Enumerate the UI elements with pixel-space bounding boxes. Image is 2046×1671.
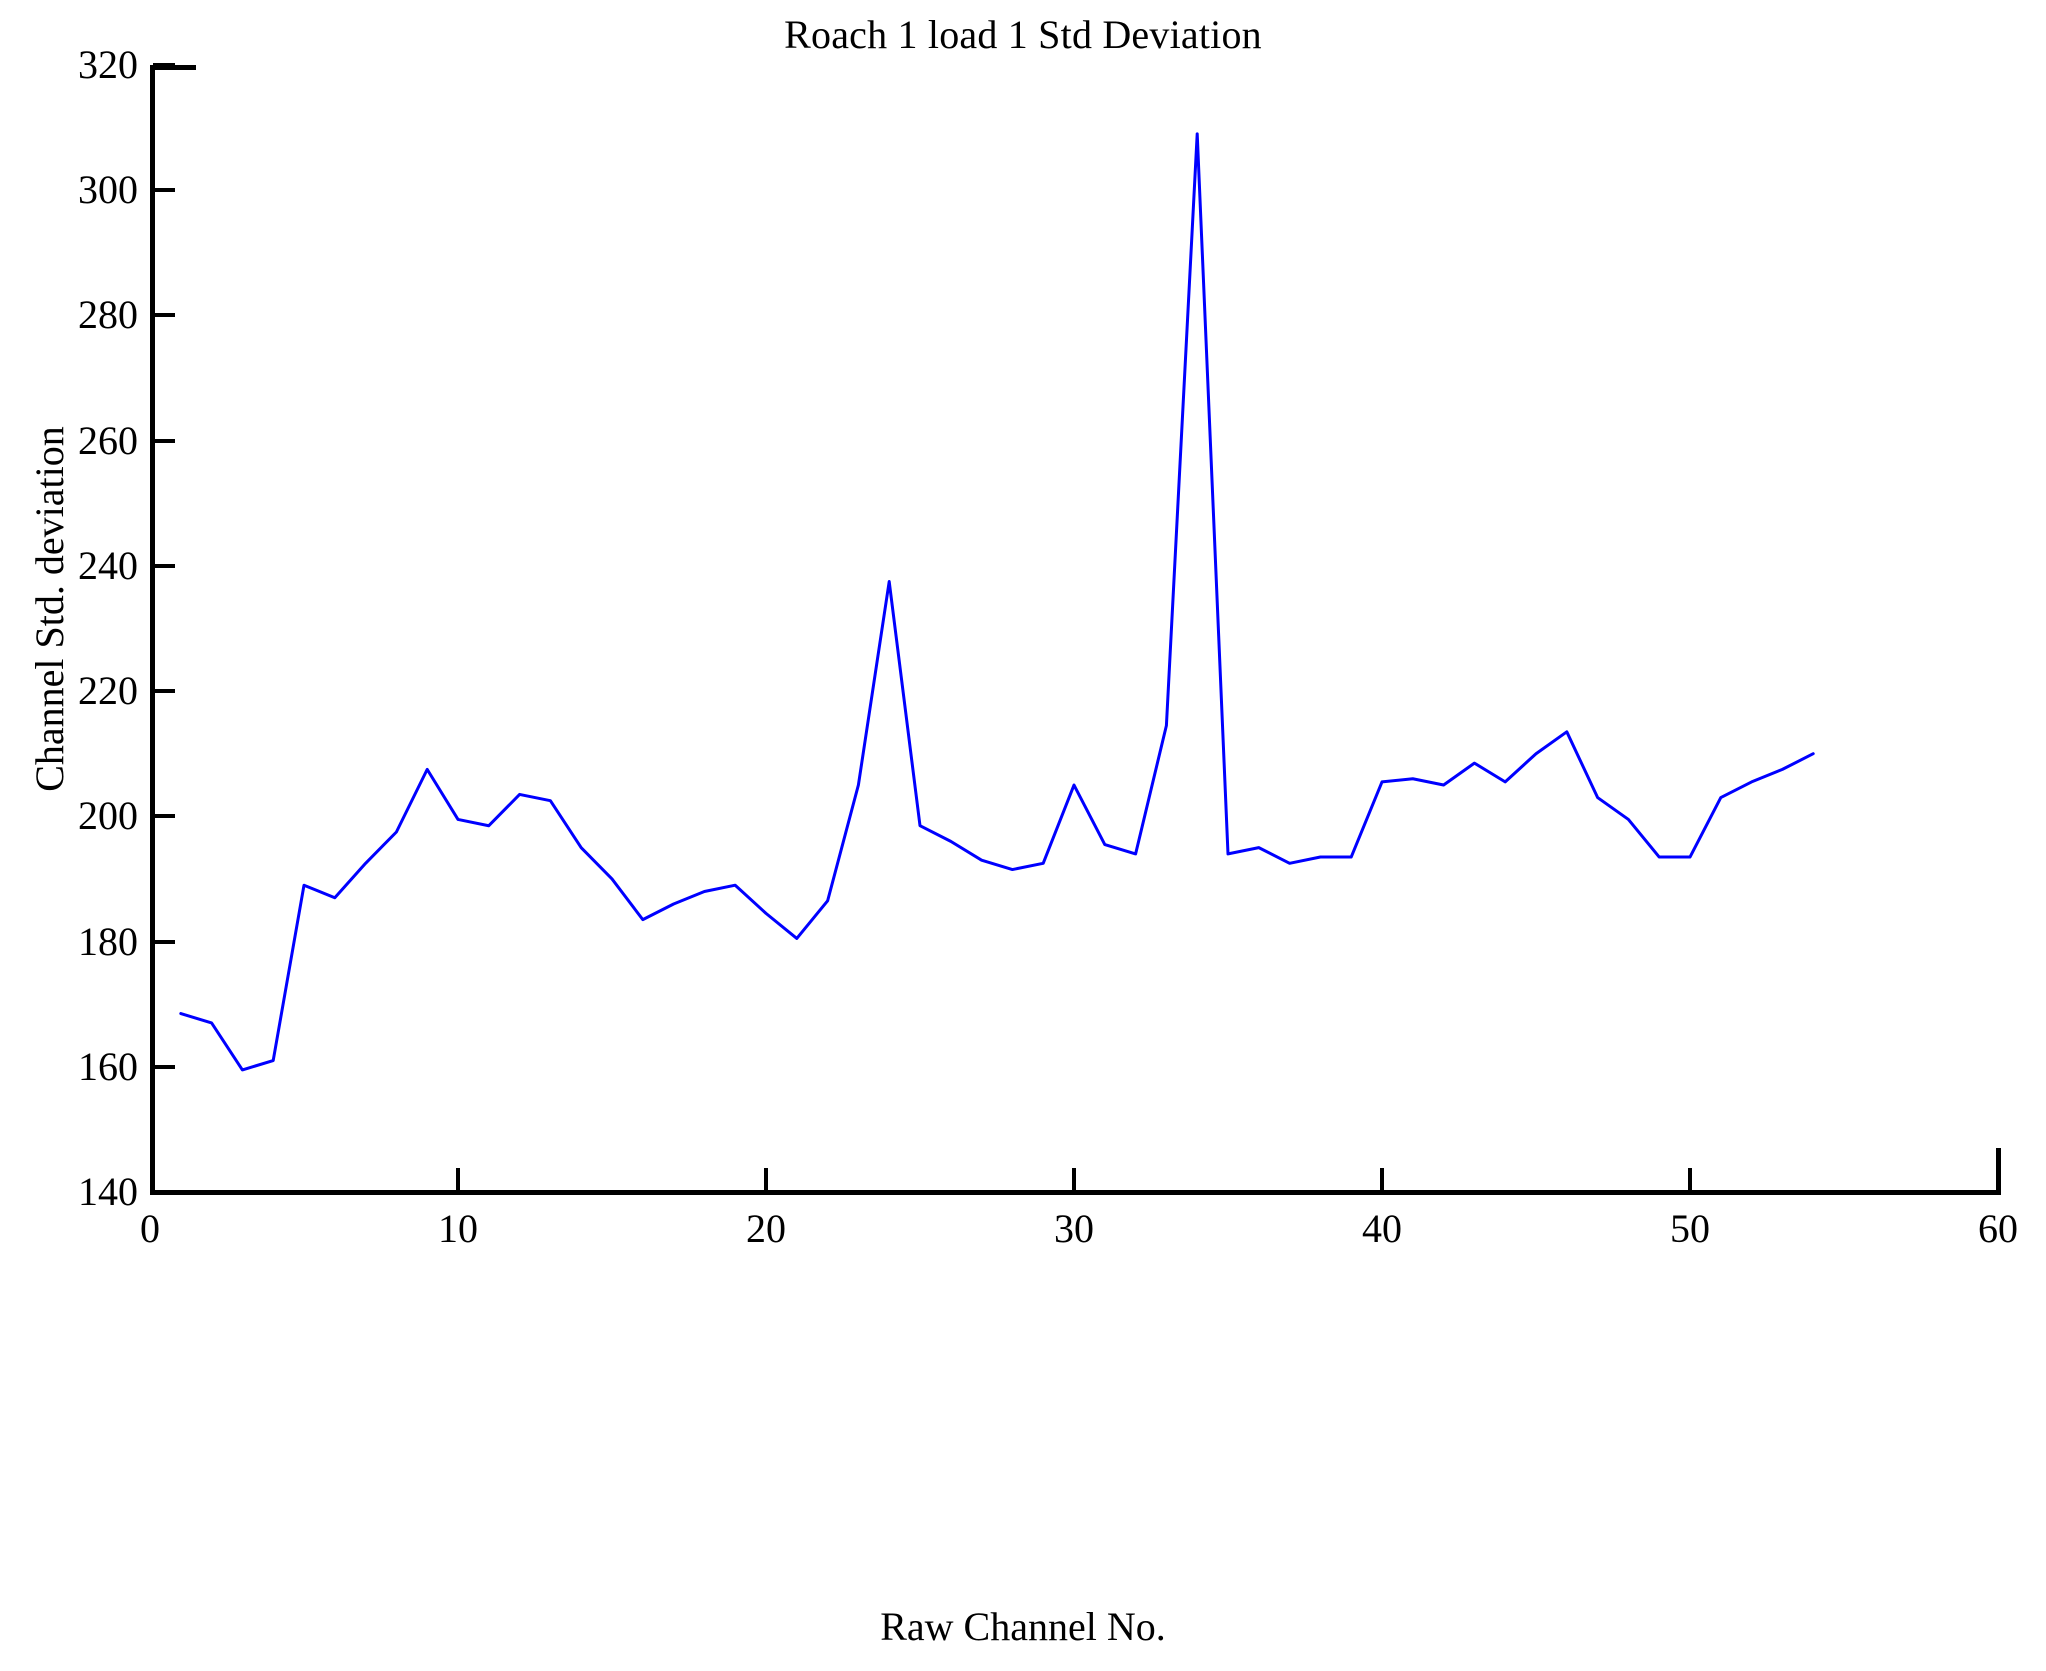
line-series-channel-std-deviation [179,132,1815,1072]
x-axis-tick-label: 50 [1670,1206,1710,1251]
y-axis-tick-label: 260 [78,417,138,463]
x-axis-tick-label: 60 [1978,1206,2018,1251]
y-axis-tick-label: 220 [78,668,138,714]
y-axis-tick-label: 240 [78,542,138,588]
y-axis-tick-label: 140 [78,1169,138,1214]
x-axis-tick-mark [1380,1168,1384,1190]
y-axis-line [150,65,155,1195]
y-axis-tick-mark [153,188,175,193]
y-axis-tick-label: 320 [78,42,138,87]
y-axis-tick-label: 160 [78,1043,138,1089]
x-axis-tick-label: 0 [140,1206,160,1251]
y-axis-tick-mark [153,814,175,819]
y-axis-tick-mark [153,438,175,443]
axis-right-stub [1996,1148,2001,1195]
y-axis-tick-label: 280 [78,292,138,338]
x-axis-tick-mark [1688,1168,1692,1190]
y-axis-tick-label: 180 [78,918,138,964]
y-axis-tick-mark [153,689,175,694]
data-series-plot [179,132,1815,1072]
x-axis-tick-label: 30 [1054,1206,1094,1251]
y-axis-tick-mark [153,1064,175,1069]
y-axis-tick-mark [153,563,175,568]
axis-top-stub [150,65,196,70]
x-axis-line [150,1190,2001,1195]
x-axis-tick-label: 10 [438,1206,478,1251]
x-axis-tick-mark [764,1168,768,1190]
y-axis-tick-mark [153,939,175,944]
y-axis-tick-label: 300 [78,167,138,213]
y-axis-label: Channel Std. deviation [27,426,72,792]
x-axis-tick-label: 20 [746,1206,786,1251]
y-axis-tick-mark [153,63,175,67]
x-axis-tick-label: 40 [1362,1206,1402,1251]
x-axis-tick-mark [1072,1168,1076,1190]
x-axis-label: Raw Channel No. [880,1604,1166,1649]
y-axis-tick-label: 200 [78,793,138,839]
y-axis-tick-mark [153,1190,175,1194]
plot-area [150,65,1998,1192]
y-axis-tick-mark [153,313,175,318]
x-axis-tick-mark [456,1168,460,1190]
chart-title: Roach 1 load 1 Std Deviation [784,12,1262,57]
